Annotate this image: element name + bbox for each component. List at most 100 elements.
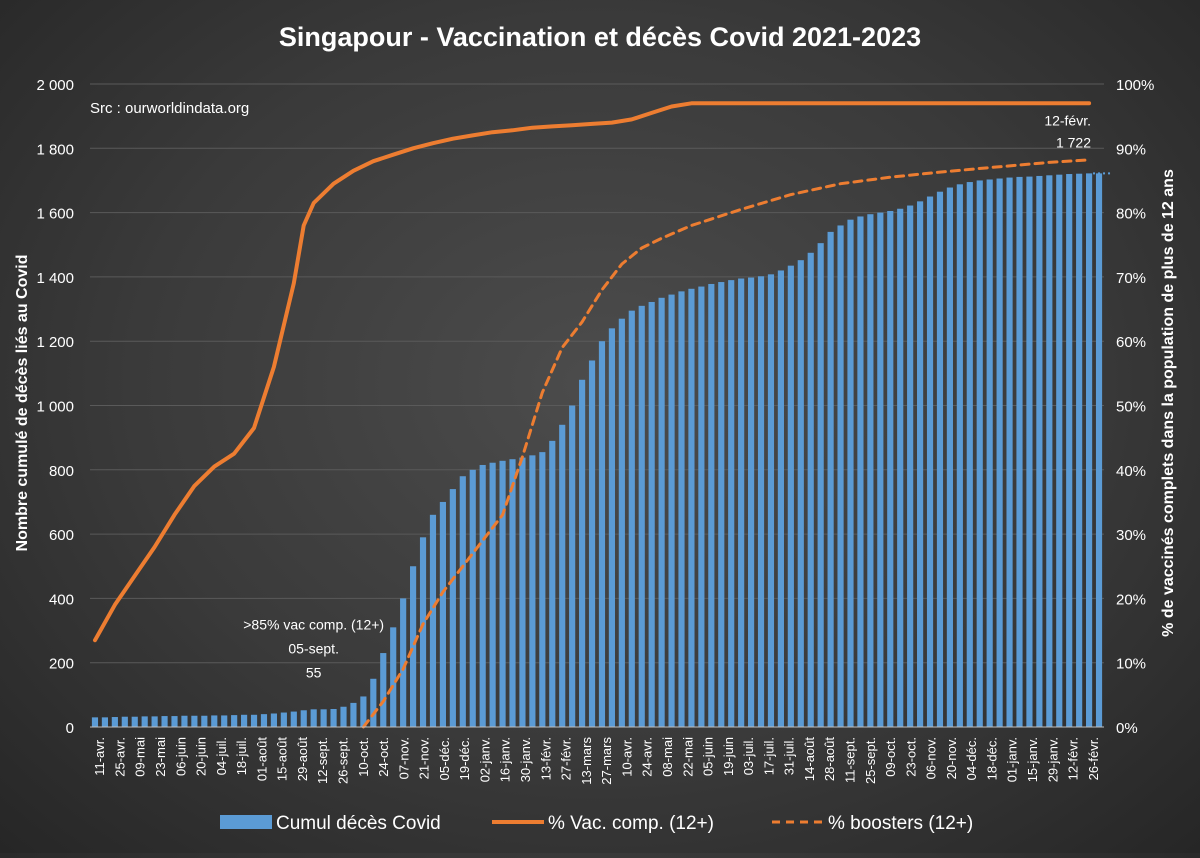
bar <box>966 182 973 727</box>
bar <box>509 459 516 727</box>
y-tick-label: 0 <box>66 720 74 737</box>
x-tick-label: 26-sept. <box>336 737 351 784</box>
bar <box>1056 174 1063 728</box>
bar <box>141 716 148 727</box>
bar <box>151 716 158 727</box>
x-tick-label: 08-mai <box>660 737 675 777</box>
bar <box>410 566 417 727</box>
bar <box>131 716 138 727</box>
bar <box>559 424 566 727</box>
bar <box>310 709 317 727</box>
y-tick-label: 1 800 <box>36 141 74 158</box>
x-tick-label: 06-nov. <box>924 737 939 779</box>
bar <box>628 310 635 727</box>
line-boosters <box>361 158 1091 729</box>
y2-tick-label: 0% <box>1116 720 1138 737</box>
bar <box>1006 177 1013 727</box>
bar <box>787 265 794 727</box>
bar <box>996 178 1003 727</box>
bar <box>270 713 277 727</box>
bar <box>330 708 337 727</box>
x-tick-label: 18-déc. <box>984 737 999 780</box>
y-tick-label: 1 200 <box>36 334 74 351</box>
x-tick-label: 19-déc. <box>457 737 472 780</box>
y-tick-label: 1 400 <box>36 270 74 287</box>
bar <box>857 216 864 727</box>
bar <box>986 179 993 728</box>
x-tick-label: 29-janv. <box>1045 737 1060 782</box>
bar <box>598 341 606 727</box>
bar <box>698 286 705 727</box>
axes: 0 200 400 600 800 1 000 1 200 1 400 1 600 1 800 2 … <box>36 77 1154 785</box>
y-tick-label: 800 <box>49 463 74 480</box>
x-tick-label: 28-août <box>822 737 837 781</box>
bar <box>668 294 675 727</box>
x-tick-label: 06-juin <box>173 737 188 776</box>
x-tick-label: 07-nov. <box>396 737 411 779</box>
bar <box>529 455 536 727</box>
x-tick-label: 11-avr. <box>92 737 107 776</box>
bar <box>1036 175 1043 728</box>
x-tick-label: 22-mai <box>680 737 695 777</box>
y2-tick-label: 70% <box>1116 270 1146 287</box>
y-tick-label: 400 <box>49 591 74 608</box>
bar <box>101 717 108 727</box>
x-tick-label: 12-sept. <box>315 737 330 784</box>
y2-tick-label: 50% <box>1116 399 1146 416</box>
x-tick-label: 15-août <box>275 737 290 781</box>
y-tick-label: 1 000 <box>36 399 74 416</box>
bar <box>887 210 894 727</box>
annotation-text: 05-sept. <box>288 640 339 656</box>
y-tick-label: 2 000 <box>36 77 74 94</box>
y2-tick-label: 20% <box>1116 591 1146 608</box>
bar <box>231 715 238 727</box>
x-tick-label: 04-déc. <box>964 737 979 780</box>
y-axis-label: Nombre cumulé de décès liés au Covid <box>14 255 31 552</box>
bar <box>499 460 506 727</box>
bar <box>439 501 446 727</box>
x-tick-label: 16-janv. <box>498 737 513 782</box>
bar <box>738 278 745 727</box>
y2-tick-label: 30% <box>1116 527 1146 544</box>
x-tick-label: 18-juil. <box>234 737 249 775</box>
bar <box>211 715 218 727</box>
bar <box>688 288 695 727</box>
bar <box>976 180 983 727</box>
bar <box>350 702 357 727</box>
x-tick-label: 27-mars <box>599 737 614 785</box>
bar <box>539 452 546 727</box>
bar <box>549 440 556 727</box>
x-tick-label: 13-mars <box>579 737 594 785</box>
bar <box>250 714 258 727</box>
bar <box>718 282 725 727</box>
bar <box>221 715 228 727</box>
bar <box>459 476 466 727</box>
x-tick-label: 13-févr. <box>538 737 553 780</box>
bar <box>748 277 755 727</box>
bar <box>290 711 297 727</box>
bar <box>907 205 914 728</box>
bar <box>658 297 665 727</box>
y2-tick-label: 100% <box>1116 77 1154 94</box>
bar <box>519 457 526 727</box>
bar <box>956 184 963 728</box>
bar <box>390 627 397 727</box>
x-tick-label: 01-août <box>254 737 269 781</box>
bar <box>489 462 496 727</box>
bar <box>449 489 456 727</box>
bar <box>1026 176 1033 728</box>
x-tick-label: 23-oct. <box>903 737 918 777</box>
y2-tick-label: 80% <box>1116 206 1146 223</box>
x-tick-label: 09-oct. <box>883 737 898 777</box>
x-tick-label: 09-mai <box>133 737 148 777</box>
bar <box>817 243 824 727</box>
x-tick-label: 17-juil. <box>761 737 776 775</box>
bar <box>1095 173 1103 727</box>
x-tick-label: 19-juin <box>721 737 736 776</box>
x-tick-label: 20-nov. <box>944 737 959 779</box>
y2-axis-label: % de vaccinés complets dans la populatio… <box>1160 169 1177 637</box>
bar <box>241 714 248 727</box>
bar <box>260 714 268 727</box>
x-tick-label: 10-oct. <box>356 737 371 777</box>
